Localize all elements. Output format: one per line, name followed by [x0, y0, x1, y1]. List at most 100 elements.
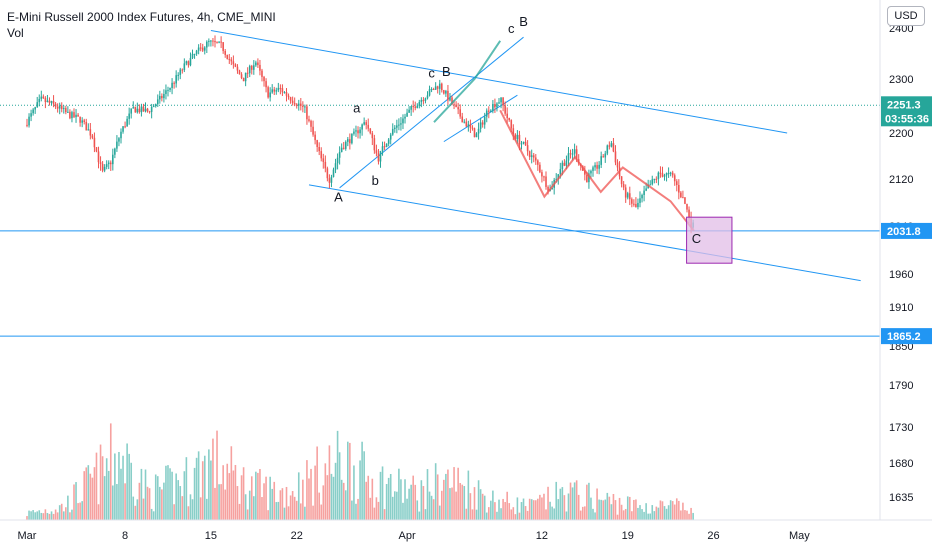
- price-axis[interactable]: [880, 0, 932, 550]
- volume-bar: [610, 504, 613, 520]
- candle: [682, 190, 684, 199]
- candle: [218, 41, 220, 44]
- candle: [300, 97, 302, 111]
- candle: [584, 165, 586, 181]
- volume-bar: [79, 502, 81, 520]
- candle: [563, 159, 566, 167]
- volume-bar: [56, 512, 59, 520]
- volume-bar: [228, 473, 231, 520]
- time-tick-label: 22: [291, 530, 303, 542]
- candle: [126, 116, 128, 127]
- candle: [58, 102, 61, 115]
- volume-bar: [187, 506, 190, 520]
- volume-bar: [189, 494, 192, 520]
- volume-bar: [54, 509, 57, 520]
- candle: [206, 40, 208, 54]
- candle: [163, 89, 165, 103]
- time-tick-label: 12: [536, 530, 548, 542]
- candle: [308, 115, 310, 123]
- candle: [432, 87, 435, 91]
- volume-bar: [565, 511, 568, 520]
- trend-line[interactable]: [339, 36, 524, 189]
- volume-bar: [485, 512, 488, 520]
- volume-bar: [618, 497, 621, 520]
- candle: [363, 117, 365, 126]
- bullish-wave-line[interactable]: [433, 40, 502, 123]
- volume-bar: [316, 446, 318, 520]
- volume-bar: [265, 476, 267, 520]
- time-tick-label: Apr: [398, 530, 415, 542]
- time-tick-label: 19: [622, 530, 634, 542]
- horizontal-levels[interactable]: [0, 230, 880, 337]
- candle: [275, 87, 278, 95]
- volume-bar: [355, 503, 357, 520]
- candle: [369, 127, 372, 135]
- candle: [492, 100, 494, 114]
- volume-bar: [624, 508, 627, 520]
- plot-background[interactable]: [0, 0, 880, 520]
- candle: [614, 145, 617, 166]
- volume-bar: [193, 467, 196, 520]
- candle: [150, 103, 153, 119]
- volume-bar: [543, 493, 545, 520]
- volume-bar: [248, 490, 251, 520]
- volume-bar: [616, 514, 619, 520]
- volume-bar: [539, 494, 541, 520]
- volume-bar: [400, 479, 402, 520]
- volume-bar: [477, 480, 480, 520]
- trend-line[interactable]: [308, 184, 861, 282]
- volume-bar: [406, 498, 408, 520]
- candle: [185, 60, 188, 66]
- volume-bar: [690, 507, 692, 520]
- candle: [238, 69, 241, 75]
- candle: [520, 140, 523, 150]
- volume-bar: [271, 488, 273, 520]
- wave-lines[interactable]: [433, 40, 695, 232]
- candle: [590, 169, 592, 179]
- volume-bar: [475, 509, 478, 520]
- volume-bar: [481, 493, 484, 520]
- volume-bar: [342, 482, 345, 520]
- bearish-wave-line[interactable]: [499, 109, 695, 232]
- time-tick-label: May: [789, 530, 810, 542]
- volume-bar: [169, 468, 171, 520]
- candle: [138, 104, 141, 114]
- candle: [673, 173, 676, 186]
- candle: [477, 122, 480, 140]
- volume-bar: [651, 505, 654, 520]
- volume-bar: [561, 487, 564, 520]
- chart-legend[interactable]: E-Mini Russell 2000 Index Futures, 4h, C…: [7, 9, 276, 41]
- volume-bar: [371, 478, 374, 520]
- candle: [132, 101, 135, 109]
- volume-bar: [385, 484, 388, 520]
- candle: [359, 126, 361, 139]
- volume-bar: [469, 493, 472, 520]
- volume-bar: [99, 444, 102, 520]
- candle: [616, 159, 619, 172]
- candle: [500, 97, 502, 109]
- volume-bar: [44, 509, 47, 520]
- candle: [344, 140, 347, 151]
- volume-bar: [391, 496, 394, 520]
- volume-bar: [312, 505, 314, 520]
- volume-bar: [667, 505, 670, 520]
- candle: [136, 102, 139, 114]
- volume-bar: [220, 484, 222, 520]
- volume-bar: [336, 430, 339, 520]
- time-axis-ticks[interactable]: Mar 8 15 22 Apr 12 19 26 May: [18, 530, 811, 542]
- volume-bar: [579, 510, 582, 520]
- target-zone-box[interactable]: [686, 216, 733, 264]
- candle: [216, 41, 218, 44]
- volume-bar: [324, 463, 327, 520]
- candle: [447, 84, 449, 105]
- volume-bar: [659, 500, 662, 520]
- currency-button[interactable]: USD: [887, 6, 925, 26]
- volume-bar: [418, 511, 421, 520]
- volume-bar: [302, 479, 304, 520]
- trend-line[interactable]: [210, 30, 788, 134]
- volume-bar: [633, 499, 635, 520]
- volume-bar: [201, 461, 204, 520]
- candle: [257, 58, 259, 68]
- candle: [342, 141, 345, 150]
